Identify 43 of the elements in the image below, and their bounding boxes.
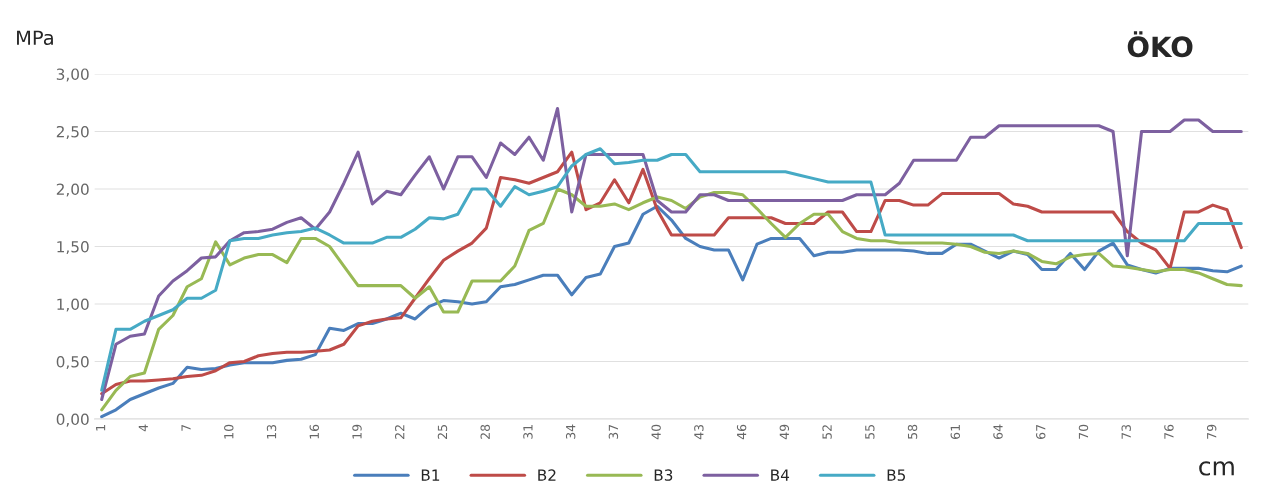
x-tick-label: 25 — [437, 425, 448, 439]
x-tick-label: 73 — [1121, 424, 1131, 439]
x-tick-label: 43 — [694, 424, 704, 440]
x-tick-label: 4 — [138, 424, 148, 432]
y-axis-title: MPa — [17, 30, 53, 46]
x-tick-label: 28 — [480, 424, 490, 439]
x-tick-label: 61 — [950, 425, 960, 439]
x-tick-label: 49 — [779, 424, 790, 440]
x-tick-label: 19 — [352, 424, 362, 439]
x-tick-label: 7 — [181, 424, 191, 431]
x-tick-label: 34 — [565, 424, 576, 439]
x-tick-label: 52 — [822, 425, 832, 439]
x-tick-label: 1 — [96, 425, 106, 431]
x-tick-label: 31 — [523, 425, 533, 439]
x-tick-label: 79 — [1206, 424, 1217, 439]
x-tick-label: 58 — [907, 424, 918, 439]
x-tick-label: 40 — [651, 424, 661, 440]
x-tick-label: 37 — [608, 424, 619, 439]
line-series — [100, 106, 1243, 402]
x-tick-label: 16 — [309, 424, 319, 439]
x-tick-label: 22 — [395, 425, 405, 439]
legend-label: B5 — [887, 469, 906, 481]
legend-label: B1 — [421, 469, 440, 481]
y-tick-label: 2,00 — [56, 183, 89, 197]
y-tick-label: 0,00 — [56, 413, 89, 427]
x-tick-label: 13 — [266, 424, 277, 439]
x-tick-label: 55 — [865, 425, 875, 439]
x-tick-label: 76 — [1164, 424, 1174, 439]
chart-title: ÖKO — [1127, 31, 1193, 58]
y-tick-label: 1,00 — [57, 298, 89, 312]
y-tick-label: 3,00 — [56, 68, 89, 82]
legend-label: B2 — [538, 469, 556, 481]
legend-label: B4 — [771, 469, 790, 481]
x-tick-label: 70 — [1078, 424, 1089, 439]
x-tick-label: 46 — [736, 424, 747, 440]
legend-label: B3 — [654, 469, 673, 481]
x-tick-label: 10 — [224, 424, 234, 439]
y-tick-label: 0,50 — [56, 356, 89, 370]
y-tick-label: 2,50 — [56, 125, 89, 140]
x-axis-title: cm — [1199, 461, 1234, 476]
y-tick-label: 1,50 — [57, 240, 89, 255]
x-tick-label: 67 — [1036, 424, 1046, 439]
x-tick-label: 64 — [993, 424, 1003, 439]
